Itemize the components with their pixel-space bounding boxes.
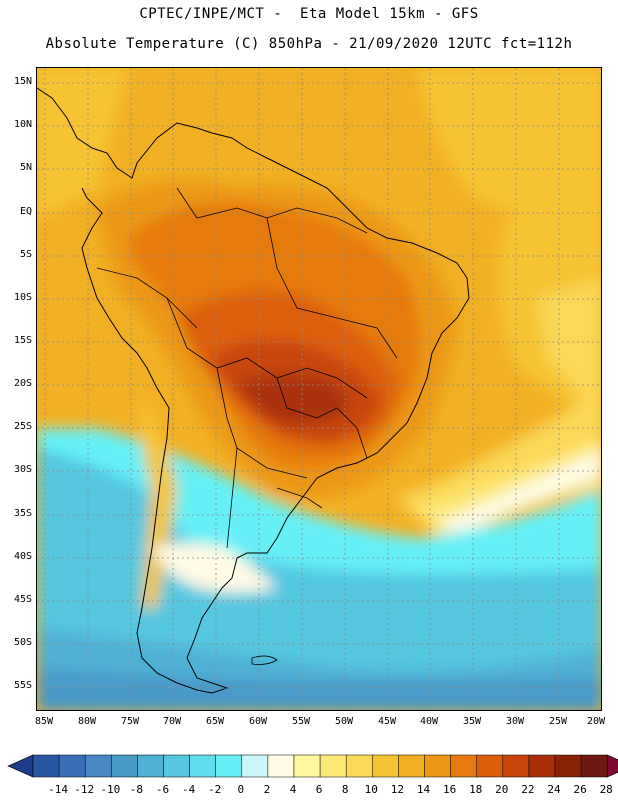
colorbar-swatch: [424, 754, 451, 778]
colorbar-tick-label: -6: [155, 783, 170, 796]
temperature-colorbar: [7, 754, 618, 778]
colorbar-tick-label: 12: [390, 783, 405, 796]
colorbar-tick-label: 20: [495, 783, 509, 796]
lat-label-15s: 15S: [13, 335, 32, 346]
south-america-coastline: [37, 87, 470, 694]
lon-label-25w: 25W: [548, 716, 568, 727]
map-canvas: [37, 68, 601, 710]
colorbar-swatches: [7, 754, 618, 778]
colorbar-swatch: [293, 754, 321, 778]
colorbar-tick-label: 26: [573, 783, 587, 796]
temperature-field-bands: [37, 68, 601, 710]
lat-label-10n: 10N: [13, 119, 32, 130]
lon-label-50w: 50W: [334, 716, 354, 727]
colorbar-swatch: [215, 754, 243, 778]
lat-label-25s: 25S: [13, 421, 32, 432]
lon-label-35w: 35W: [462, 716, 482, 727]
lat-label-5n: 5N: [19, 162, 32, 173]
colorbar-swatch: [345, 754, 373, 778]
lat-label-50s: 50S: [13, 637, 32, 648]
falkland-islands: [251, 655, 278, 665]
lon-label-30w: 30W: [505, 716, 525, 727]
chart-title-line2: Absolute Temperature (C) 850hPa - 21/09/…: [45, 36, 573, 52]
colorbar-swatch: [84, 754, 112, 778]
lat-label-20s: 20S: [13, 378, 32, 389]
lat-label-5s: 5S: [19, 249, 32, 260]
colorbar-tick-label: 18: [469, 783, 483, 796]
lat-label-30s: 30S: [13, 464, 32, 475]
colorbar-tick-label: 0: [237, 783, 245, 796]
lon-label-40w: 40W: [419, 716, 439, 727]
lon-label-45w: 45W: [377, 716, 397, 727]
colorbar-swatch: [58, 754, 86, 778]
lon-label-65w: 65W: [205, 716, 225, 727]
colorbar-tick-label: 10: [364, 783, 378, 796]
lon-label-60w: 60W: [248, 716, 268, 727]
colorbar-swatch: [502, 754, 530, 778]
lat-label-40s: 40S: [13, 551, 32, 562]
lon-label-85w: 85W: [34, 716, 54, 727]
colorbar-tick-label: -4: [181, 783, 196, 796]
lon-label-20w: 20W: [586, 716, 606, 727]
colorbar-tick-label: 8: [341, 783, 349, 796]
lat-label-55s: 55S: [13, 680, 32, 691]
lat-label-35s: 35S: [13, 508, 32, 519]
colorbar-arrow-low: [7, 754, 34, 778]
colorbar-swatch: [241, 754, 269, 778]
lat-label-15n: 15N: [13, 76, 32, 87]
lon-label-75w: 75W: [120, 716, 140, 727]
colorbar-tick-label: 6: [315, 783, 323, 796]
colorbar-swatch: [476, 754, 504, 778]
lat-label-45s: 45S: [13, 594, 32, 605]
colorbar-tick-label: -2: [208, 783, 222, 796]
colorbar-swatch: [267, 754, 295, 778]
colorbar-tick-label: -10: [100, 783, 121, 796]
lon-label-70w: 70W: [162, 716, 182, 727]
chart-title-line1: CPTEC/INPE/MCT - Eta Model 15km - GFS: [139, 6, 479, 22]
colorbar-tick-label: 22: [521, 783, 535, 796]
colorbar-swatch: [137, 754, 164, 778]
colorbar-tick-label: -8: [129, 783, 144, 796]
colorbar-tick-label: 4: [289, 783, 297, 796]
colorbar-tick-label: 2: [263, 783, 271, 796]
colorbar-swatch: [111, 754, 138, 778]
colorbar-swatch: [528, 754, 556, 778]
colorbar-tick-label: 28: [599, 783, 613, 796]
colorbar-swatch: [319, 754, 347, 778]
lat-label-eq: EQ: [19, 206, 32, 217]
colorbar-tick-label: 16: [442, 783, 457, 796]
colorbar-tick-label: 14: [416, 783, 431, 796]
colorbar-swatch: [450, 754, 477, 778]
temperature-map: [36, 67, 602, 711]
colorbar-swatch: [189, 754, 216, 778]
colorbar-swatch: [163, 754, 190, 778]
colorbar-swatch: [372, 754, 399, 778]
lon-label-80w: 80W: [77, 716, 97, 727]
colorbar-swatch: [580, 754, 608, 778]
colorbar-tick-label: -12: [74, 783, 95, 796]
colorbar-swatch: [32, 754, 60, 778]
lon-label-55w: 55W: [291, 716, 311, 727]
colorbar-swatch: [554, 754, 582, 778]
colorbar-swatch: [398, 754, 425, 778]
colorbar-tick-label: 24: [547, 783, 561, 796]
lat-lon-grid: [37, 68, 601, 710]
country-borders: [96, 187, 398, 549]
colorbar-tick-label: -14: [48, 783, 69, 796]
lat-label-10s: 10S: [13, 292, 32, 303]
colorbar-arrow-high: [606, 754, 618, 778]
